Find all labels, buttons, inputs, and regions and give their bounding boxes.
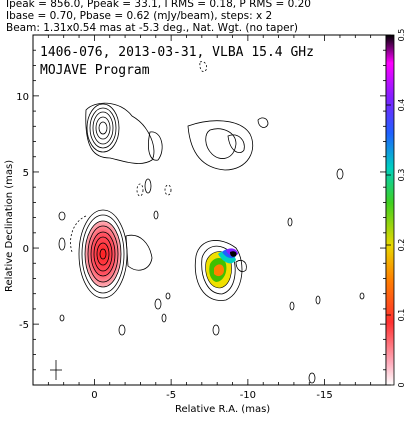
x-tick-label: -15 <box>316 390 332 401</box>
colorbar-ticks: 0 0.1 0.2 0.3 0.4 0.5 <box>386 29 406 388</box>
y-tick-label: 5 <box>23 168 29 179</box>
x-tick-label: 0 <box>91 390 97 401</box>
y-tick-label: 10 <box>16 92 29 103</box>
header-line-3: Beam: 1.31x0.54 mas at -5.3 deg., Nat. W… <box>6 22 299 34</box>
upper-component-contours <box>85 61 269 171</box>
noise-contours <box>59 168 365 384</box>
y-tick-label: 0 <box>23 244 29 255</box>
panel-title: 1406-076, 2013-03-31, VLBA 15.4 GHz <box>40 45 314 60</box>
plot-frame <box>32 34 387 386</box>
colorbar <box>385 34 395 386</box>
header-line-2: Ibase = 0.70, Pbase = 0.62 (mJy/beam), s… <box>6 10 273 22</box>
axis-ticks: 0 -5 -10 -15 -5 0 5 10 <box>16 34 387 401</box>
knot-component <box>194 240 247 301</box>
x-tick-label: -5 <box>166 390 176 401</box>
colorbar-tick-label: 0 <box>397 382 406 387</box>
y-tick-label: -5 <box>19 320 29 331</box>
colorbar-tick-label: 0.4 <box>397 99 406 112</box>
x-tick-label: -10 <box>240 390 256 401</box>
core-component <box>58 209 153 299</box>
colorbar-tick-label: 0.1 <box>397 309 406 322</box>
colorbar-tick-label: 0.3 <box>397 169 406 182</box>
x-axis-label: Relative R.A. (mas) <box>175 404 270 415</box>
beam-marker <box>50 360 62 380</box>
y-axis-label: Relative Declination (mas) <box>4 160 15 292</box>
colorbar-tick-label: 0.2 <box>397 239 406 252</box>
panel-subtitle: MOJAVE Program <box>40 63 150 78</box>
header-line-1: Ipeak = 856.0, Ppeak = 33.1, I RMS = 0.1… <box>6 0 311 10</box>
colorbar-tick-label: 0.5 <box>397 29 406 42</box>
